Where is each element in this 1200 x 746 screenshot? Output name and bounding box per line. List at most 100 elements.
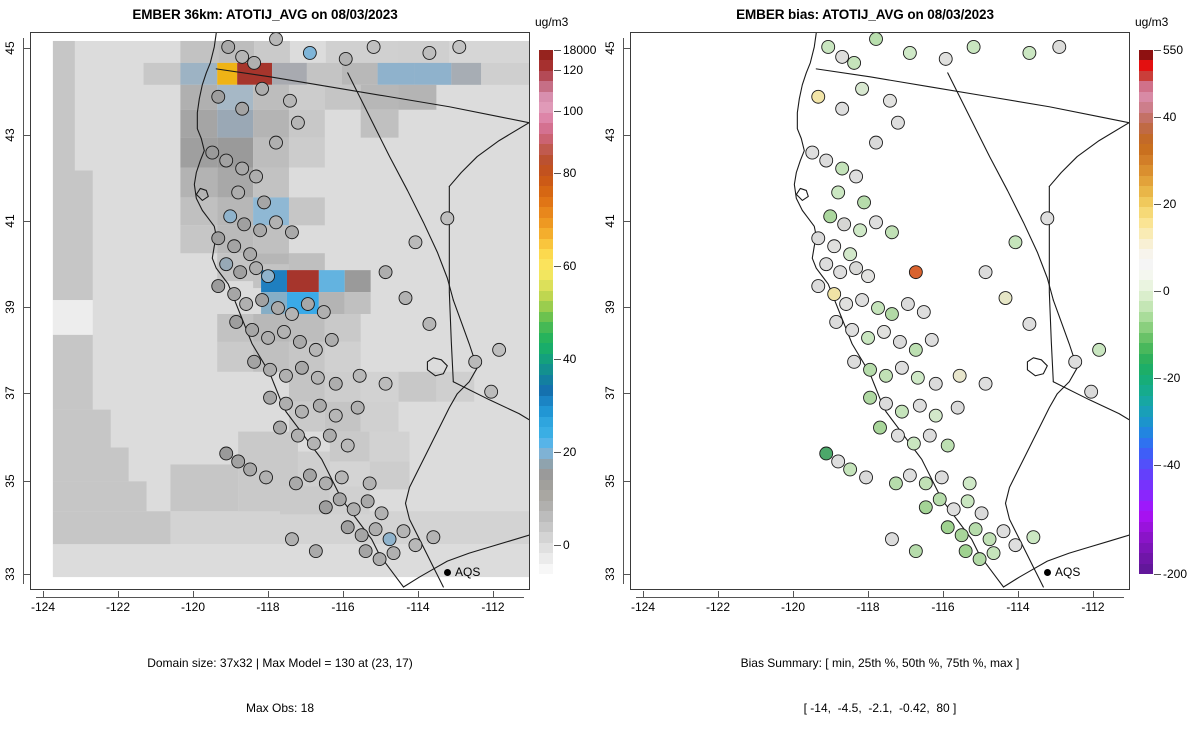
colorbar-segment <box>1139 290 1153 302</box>
x-tick-label-m116: -116 <box>331 600 355 614</box>
x-tick-m120 <box>193 591 194 598</box>
colorbar-segment <box>1139 332 1153 344</box>
y-tick-33 <box>23 574 30 575</box>
colorbar-segment <box>539 311 553 323</box>
colorbar-segment <box>539 207 553 218</box>
colorbar-segment <box>1139 196 1153 208</box>
colorbar-segment <box>539 500 553 512</box>
colorbar-segment <box>539 542 553 554</box>
colorbar-segment <box>539 511 553 522</box>
colorbar-segment <box>1139 49 1153 61</box>
colorbar-unit-label-bias: ug/m3 <box>1135 15 1169 29</box>
colorbar-segment <box>539 553 553 564</box>
panel-title-model: EMBER 36km: ATOTIJ_AVG on 08/03/2023 <box>132 7 398 22</box>
colorbar-tick-label: 120 <box>563 62 584 77</box>
colorbar-segment <box>1139 469 1153 480</box>
model-map-svg <box>31 33 529 589</box>
colorbar-segment <box>1139 165 1153 176</box>
colorbar-unit-label-model: ug/m3 <box>535 15 569 29</box>
colorbar-segment <box>1139 259 1153 270</box>
caption-model-line1: Domain size: 37x32 | Max Model = 130 at … <box>147 656 413 670</box>
y-tick-label-33: 33 <box>603 567 617 581</box>
colorbar-segment <box>539 60 553 71</box>
colorbar-segment <box>539 81 553 92</box>
colorbar-segment <box>1139 448 1153 459</box>
y-tick-label-35: 35 <box>3 474 17 488</box>
colorbar-segment <box>1139 532 1153 543</box>
colorbar-tick <box>554 69 561 71</box>
map-plot-bias[interactable]: AQS <box>630 32 1130 590</box>
y-tick-35 <box>623 481 630 482</box>
colorbar-segment <box>539 144 553 155</box>
panel-model: EMBER 36km: ATOTIJ_AVG on 08/03/2023 <box>0 0 600 715</box>
colorbar-tick-label: 40 <box>1163 109 1177 124</box>
colorbar-segment <box>539 102 553 113</box>
colorbar-tick-label: 0 <box>1163 283 1170 298</box>
colorbar-segment <box>1139 102 1153 113</box>
colorbar-tick-label: 20 <box>1163 196 1177 211</box>
colorbar-model: ug/m3 0 20 40 60 80 100 120 18000 <box>535 15 599 592</box>
caption-bias-line1: Bias Summary: [ min, 25th %, 50th %, 75t… <box>740 656 1020 670</box>
x-tick-label-m120: -120 <box>180 600 206 614</box>
y-tick-43 <box>23 135 30 136</box>
colorbar-segment <box>1139 175 1153 187</box>
y-tick-39 <box>623 307 630 308</box>
colorbar-segment <box>1139 60 1153 71</box>
colorbar-segment <box>1139 207 1153 218</box>
y-tick-43 <box>623 135 630 136</box>
aqs-legend-label: AQS <box>455 565 481 579</box>
colorbar-segment <box>1139 437 1153 449</box>
colorbar-tick-label: 550 <box>1163 43 1184 57</box>
panel-bias: EMBER bias: ATOTIJ_AVG on 08/03/2023 <box>600 0 1200 715</box>
colorbar-segment <box>539 259 553 270</box>
colorbar-segment <box>539 91 553 103</box>
colorbar-segment <box>539 479 553 491</box>
colorbar-segment <box>1139 374 1153 386</box>
x-tick-label-m122: -122 <box>105 600 131 614</box>
aqs-legend-model: AQS <box>444 565 480 579</box>
x-tick-m118 <box>868 591 869 598</box>
colorbar-segment <box>539 322 553 333</box>
colorbar-tick <box>554 110 561 112</box>
y-tick-label-33: 33 <box>3 567 17 581</box>
colorbar-tick <box>1154 116 1161 118</box>
colorbar-segment <box>539 374 553 386</box>
x-axis-line-bias <box>636 597 1124 598</box>
colorbar-segment <box>1139 343 1153 354</box>
colorbar-segment <box>1139 91 1153 103</box>
aqs-marker-icon <box>1044 568 1051 576</box>
colorbar-segment <box>1139 427 1153 438</box>
colorbar-segment <box>1139 364 1153 375</box>
x-tick-m112 <box>1093 591 1094 598</box>
caption-bias: Bias Summary: [ min, 25th %, 50th %, 75t… <box>600 626 1160 746</box>
x-tick-label-m124: -124 <box>630 600 656 614</box>
colorbar-segment <box>1139 395 1153 407</box>
colorbar-segment <box>539 217 553 229</box>
map-plot-model[interactable]: AQS <box>30 32 530 590</box>
colorbar-segment <box>1139 406 1153 417</box>
colorbar-segment <box>539 175 553 187</box>
colorbar-segment <box>539 343 553 354</box>
colorbar-segment <box>1139 542 1153 554</box>
x-tick-m112 <box>493 591 494 598</box>
y-axis-line-bias <box>623 38 624 584</box>
y-tick-41 <box>623 221 630 222</box>
caption-bias-line2: [ -14, -4.5, -2.1, -0.42, 80 ] <box>803 701 957 715</box>
colorbar-segment <box>539 154 553 166</box>
colorbar-segment <box>539 133 553 145</box>
colorbar-segment <box>1139 144 1153 155</box>
colorbar-tick <box>554 265 561 267</box>
colorbar-segment <box>539 364 553 375</box>
colorbar-segment <box>539 332 553 344</box>
colorbar-segment <box>539 123 553 134</box>
aqs-marker-icon <box>444 568 451 576</box>
colorbar-tick <box>1154 203 1161 205</box>
y-tick-41 <box>23 221 30 222</box>
colorbar-segment <box>539 280 553 291</box>
x-tick-label-m116: -116 <box>931 600 955 614</box>
colorbar-tick <box>554 545 561 547</box>
colorbar-tick <box>554 172 561 174</box>
colorbar-gradient-model <box>539 49 553 574</box>
colorbar-segment <box>539 458 553 470</box>
colorbar-segment <box>1139 521 1153 533</box>
